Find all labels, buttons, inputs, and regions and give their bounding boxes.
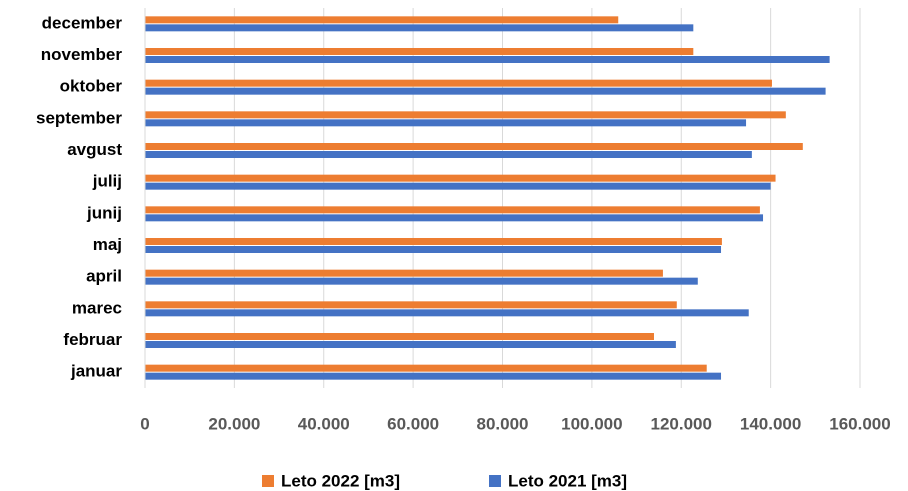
- x-tick-label: 0: [140, 414, 149, 433]
- y-tick-label: oktober: [60, 77, 123, 96]
- bar: [145, 301, 677, 309]
- x-tick-label: 160.000: [829, 414, 890, 433]
- y-tick-label: februar: [63, 330, 122, 349]
- bar: [145, 333, 654, 340]
- bar: [145, 111, 786, 119]
- bar: [145, 87, 826, 95]
- bar: [145, 364, 707, 372]
- y-tick-label: november: [41, 45, 123, 64]
- legend-swatch: [489, 475, 501, 487]
- bar: [145, 174, 776, 182]
- y-tick-label: avgust: [67, 140, 122, 159]
- legend-label: Leto 2022 [m3]: [281, 471, 400, 490]
- bar: [145, 238, 722, 245]
- bar: [145, 269, 663, 277]
- bar: [145, 16, 619, 24]
- bar: [145, 119, 747, 127]
- y-tick-label: april: [86, 267, 122, 286]
- y-tick-label: januar: [70, 362, 122, 381]
- x-tick-label: 20.000: [208, 414, 260, 433]
- legend-swatch: [262, 475, 274, 487]
- bar: [145, 182, 771, 190]
- bar: [145, 309, 749, 317]
- y-tick-label: december: [42, 13, 123, 32]
- x-tick-label: 80.000: [477, 414, 529, 433]
- bar: [145, 151, 752, 158]
- x-tick-label: 140.000: [740, 414, 801, 433]
- x-tick-label: 120.000: [651, 414, 712, 433]
- bar: [145, 372, 722, 380]
- y-tick-label: september: [36, 108, 122, 127]
- bar: [145, 143, 803, 150]
- bar: [145, 24, 694, 32]
- x-tick-label: 100.000: [561, 414, 622, 433]
- bar: [145, 206, 760, 214]
- y-tick-label: maj: [93, 235, 122, 254]
- x-tick-label: 40.000: [298, 414, 350, 433]
- y-tick-label: marec: [72, 298, 122, 317]
- legend-label: Leto 2021 [m3]: [508, 471, 627, 490]
- y-tick-label: julij: [92, 172, 122, 191]
- bar: [145, 79, 772, 87]
- bar: [145, 341, 676, 348]
- bar: [145, 56, 830, 63]
- bar: [145, 277, 698, 285]
- x-tick-label: 60.000: [387, 414, 439, 433]
- bar: [145, 48, 694, 55]
- bar: [145, 214, 764, 222]
- y-tick-label: junij: [86, 203, 122, 222]
- bar: [145, 246, 722, 253]
